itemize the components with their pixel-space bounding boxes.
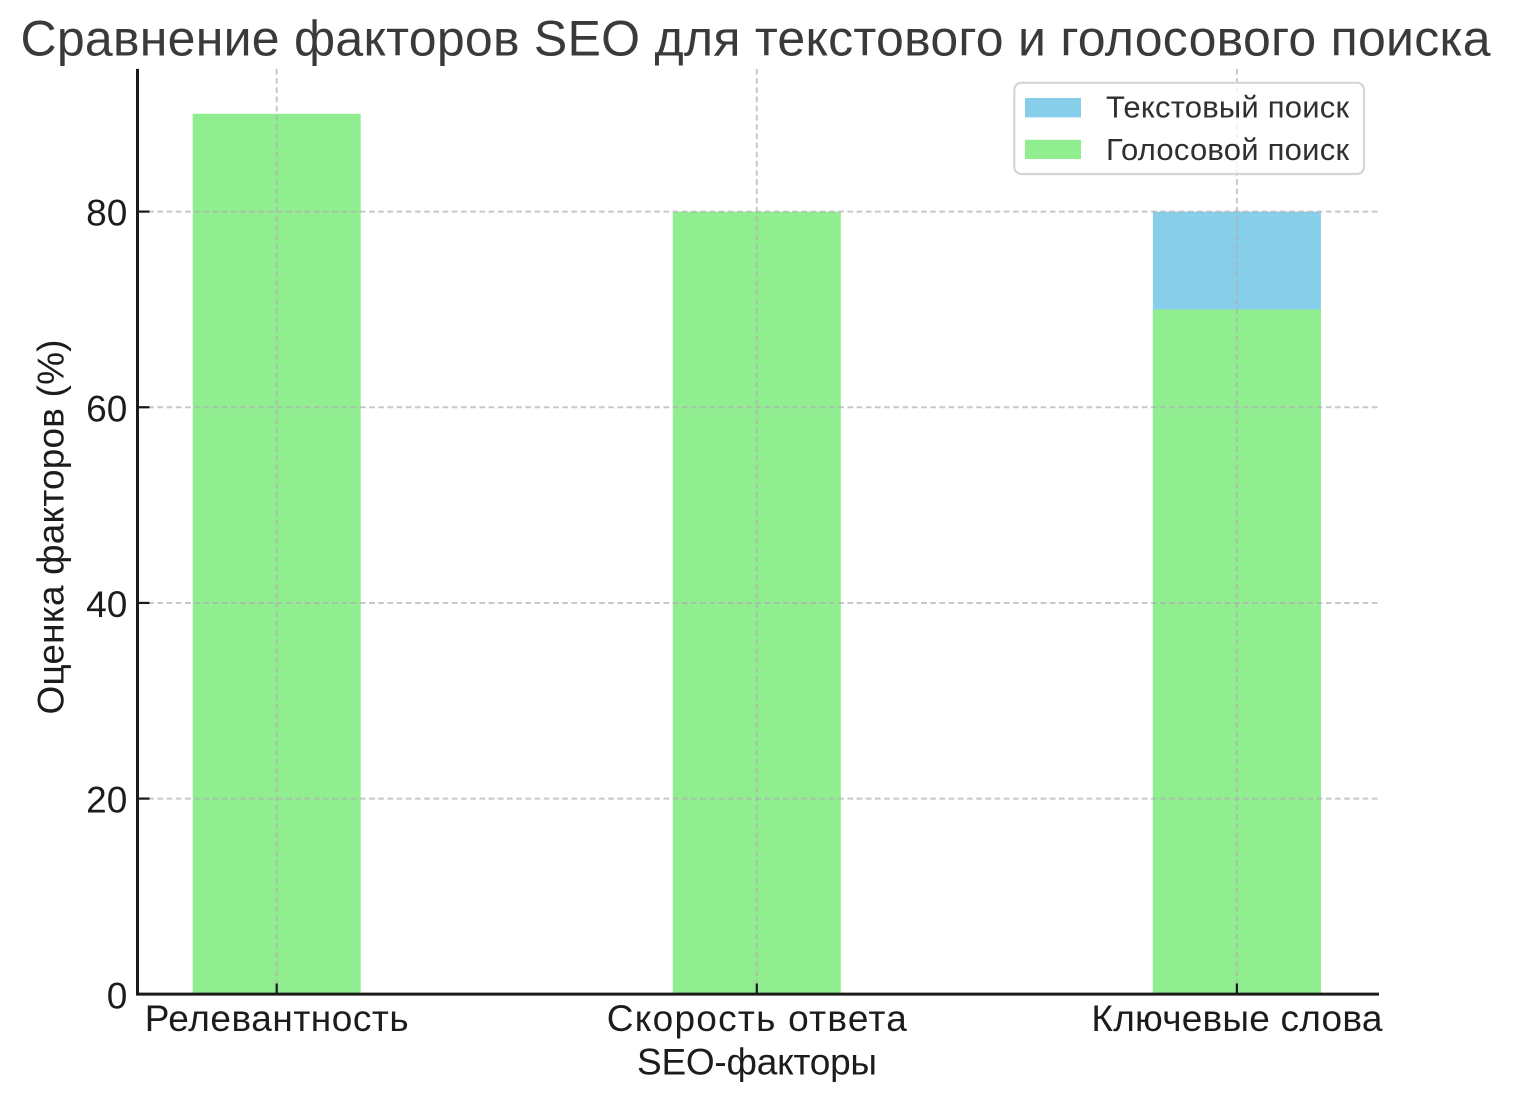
svg-text:80: 80 [86,193,127,234]
svg-text:20: 20 [86,780,127,821]
svg-text:60: 60 [86,388,127,429]
svg-text:Голосовой поиск: Голосовой поиск [1106,132,1349,167]
svg-text:Релевантность: Релевантность [145,998,409,1039]
svg-text:0: 0 [107,975,128,1016]
svg-text:Текстовый поиск: Текстовый поиск [1106,90,1349,125]
svg-text:Оценка факторов (%): Оценка факторов (%) [31,340,72,715]
svg-text:40: 40 [86,584,127,625]
svg-text:Скорость ответа: Скорость ответа [607,998,907,1039]
svg-text:SEO-факторы: SEO-факторы [637,1042,877,1083]
svg-text:Ключевые слова: Ключевые слова [1091,998,1382,1039]
svg-text:Сравнение факторов SEO для тек: Сравнение факторов SEO для текстового и … [21,11,1491,67]
